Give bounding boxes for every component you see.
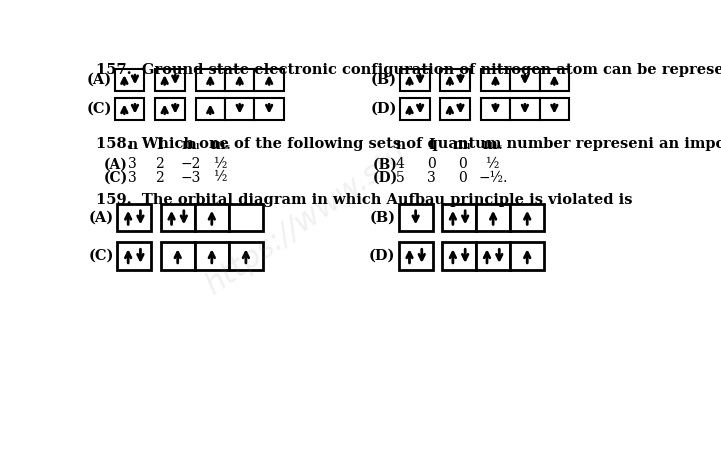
Text: (B): (B) [371, 73, 397, 87]
Bar [161, 242, 195, 270]
Text: mₛ: mₛ [211, 138, 231, 152]
Text: I: I [156, 138, 163, 152]
Text: n: n [128, 138, 138, 152]
Text: mₗ: mₗ [453, 138, 472, 152]
Bar [510, 204, 544, 231]
Text: I: I [428, 138, 435, 152]
Bar [255, 69, 284, 91]
Bar [476, 204, 510, 231]
Text: 2: 2 [156, 170, 164, 185]
Bar [118, 204, 151, 231]
Bar [510, 242, 544, 270]
Text: 159.  The orbital diagram in which Aufbau principle is violated is: 159. The orbital diagram in which Aufbau… [97, 193, 633, 207]
Text: 3: 3 [427, 170, 435, 185]
Text: 0: 0 [427, 158, 435, 171]
Text: (C): (C) [89, 249, 114, 263]
Text: https://www.stu: https://www.stu [200, 139, 413, 300]
Text: −3: −3 [181, 170, 201, 185]
Text: 0: 0 [458, 158, 466, 171]
Bar [229, 242, 263, 270]
Bar [400, 69, 430, 91]
Text: 3: 3 [128, 170, 137, 185]
Bar [442, 242, 476, 270]
Text: 3: 3 [128, 158, 137, 171]
Bar [441, 98, 470, 120]
Text: (D): (D) [371, 102, 397, 116]
Text: ½: ½ [487, 158, 500, 171]
Bar [481, 98, 510, 120]
Text: (D): (D) [369, 249, 396, 263]
Bar [195, 98, 225, 120]
Bar [161, 204, 195, 231]
Text: (B): (B) [373, 158, 398, 171]
Text: n: n [395, 138, 405, 152]
Text: 2: 2 [156, 158, 164, 171]
Bar [476, 242, 510, 270]
Text: (C): (C) [87, 102, 112, 116]
Bar [442, 204, 476, 231]
Text: ½: ½ [213, 170, 227, 185]
Text: (A): (A) [104, 158, 128, 171]
Text: 0: 0 [458, 170, 466, 185]
Bar [229, 204, 263, 231]
Bar [118, 242, 151, 270]
Bar [539, 69, 569, 91]
Text: 5: 5 [396, 170, 404, 185]
Bar [481, 69, 510, 91]
Bar [441, 69, 470, 91]
Text: (C): (C) [104, 170, 128, 185]
Bar [115, 69, 144, 91]
Bar [195, 204, 229, 231]
Text: (B): (B) [369, 211, 396, 225]
Text: −½.: −½. [479, 170, 508, 185]
Bar [225, 69, 255, 91]
Bar [399, 242, 433, 270]
Bar [510, 69, 539, 91]
Text: (D): (D) [373, 170, 398, 185]
Bar [155, 69, 185, 91]
Bar [115, 98, 144, 120]
Bar [195, 242, 229, 270]
Bar [225, 98, 255, 120]
Bar [400, 98, 430, 120]
Text: mₛ: mₛ [483, 138, 503, 152]
Text: mₗ: mₗ [182, 138, 200, 152]
Bar [255, 98, 284, 120]
Text: (A): (A) [89, 211, 114, 225]
Text: 158.  Which one of the following sets of quantum number represeni an impossible : 158. Which one of the following sets of … [97, 137, 721, 151]
Text: ½: ½ [213, 158, 227, 171]
Text: −2: −2 [181, 158, 201, 171]
Text: 4: 4 [396, 158, 404, 171]
Bar [399, 204, 433, 231]
Bar [155, 98, 185, 120]
Text: (A): (A) [87, 73, 112, 87]
Text: 157.  Ground state electronic configuration of nitrogen atom can be represented : 157. Ground state electronic configurati… [97, 63, 721, 77]
Bar [195, 69, 225, 91]
Bar [539, 98, 569, 120]
Bar [510, 98, 539, 120]
